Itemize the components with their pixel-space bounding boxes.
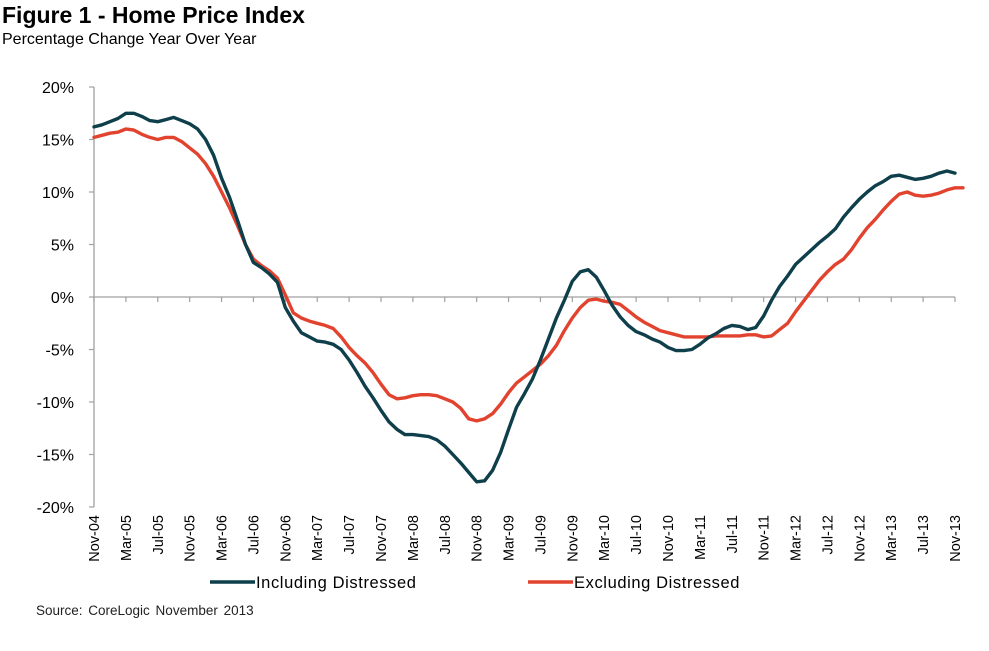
x-tick-label: Mar-05 [119, 515, 135, 561]
x-tick-label: Mar-12 [789, 515, 805, 561]
legend: Including Distressed Excluding Distresse… [210, 574, 740, 592]
x-tick-label: Mar-11 [693, 515, 709, 560]
y-tick-label: 0% [51, 290, 74, 307]
x-axis-ticks: Nov-04 Mar-05 Jul-05 Nov-05 Mar-06 Jul-06 Nov-… [87, 297, 964, 562]
x-tick-label: Jul-08 [438, 515, 454, 555]
y-tick-label: -5% [46, 343, 74, 360]
x-tick-label: Jul-13 [916, 515, 932, 555]
x-tick-label: Jul-11 [725, 515, 741, 553]
x-tick-label: Jul-12 [820, 515, 836, 555]
source-note: Source: CoreLogic November 2013 [36, 603, 254, 618]
x-tick-label: Nov-10 [661, 515, 677, 562]
series-line-including-distressed [92, 111, 957, 484]
x-tick-label: Jul-10 [629, 515, 645, 555]
legend-label-excluding: Excluding Distressed [574, 574, 740, 592]
x-tick-label: Nov-06 [278, 515, 294, 562]
x-tick-label: Jul-07 [342, 515, 358, 555]
series-line-excluding-distressed [92, 127, 965, 423]
y-tick-label: 10% [42, 185, 74, 202]
axes [93, 87, 955, 507]
y-tick-label: -10% [37, 395, 74, 412]
x-tick-label: Mar-13 [884, 515, 900, 561]
x-tick-label: Mar-09 [502, 515, 518, 561]
y-tick-label: -15% [37, 448, 74, 465]
x-tick-label: Mar-07 [310, 515, 326, 561]
y-axis-ticks: 20% 15% 10% 5% 0% -5% -10% -15% -20% [37, 80, 94, 517]
x-tick-label: Nov-13 [948, 515, 964, 562]
chart-subtitle: Percentage Change Year Over Year [2, 31, 257, 48]
chart-title: Figure 1 - Home Price Index [2, 2, 305, 28]
x-tick-label: Nov-12 [852, 515, 868, 562]
x-tick-label: Mar-06 [215, 515, 231, 561]
legend-label-including: Including Distressed [256, 574, 417, 592]
x-tick-label: Nov-08 [470, 515, 486, 562]
x-tick-label: Nov-07 [374, 515, 390, 562]
x-tick-label: Mar-10 [597, 515, 613, 561]
x-tick-label: Nov-04 [87, 515, 103, 562]
x-tick-label: Nov-05 [183, 515, 199, 562]
series-lines [92, 111, 965, 484]
x-tick-label: Nov-11 [757, 515, 773, 561]
y-tick-label: -20% [37, 500, 74, 517]
x-tick-label: Jul-05 [151, 515, 167, 555]
y-tick-label: 20% [42, 80, 74, 97]
x-tick-label: Jul-09 [533, 515, 549, 555]
x-tick-label: Jul-06 [246, 515, 262, 555]
y-tick-label: 5% [51, 238, 74, 255]
x-tick-label: Nov-09 [565, 515, 581, 562]
x-tick-label: Mar-08 [406, 515, 422, 561]
y-tick-label: 15% [42, 133, 74, 150]
